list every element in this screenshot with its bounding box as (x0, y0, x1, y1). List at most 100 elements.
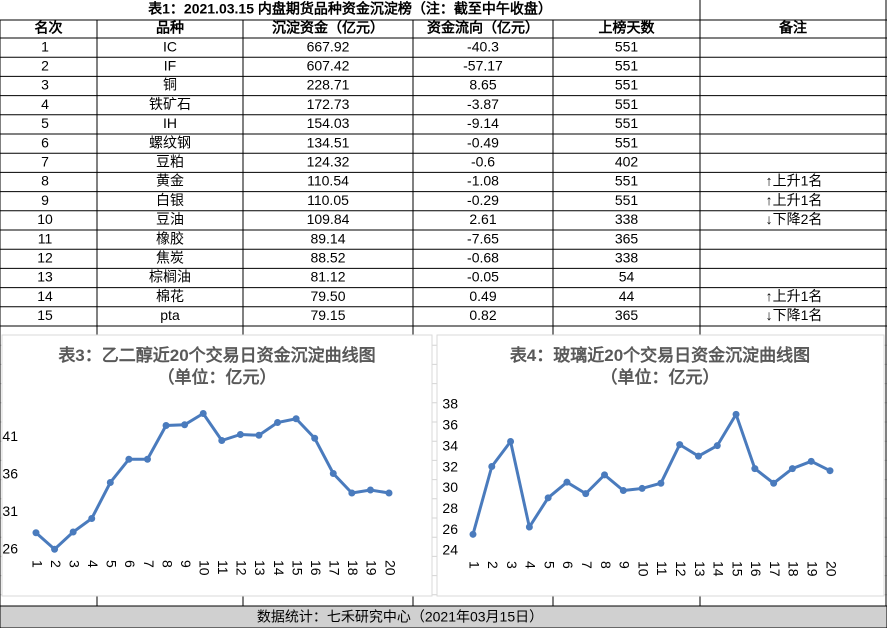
table-cell: 551 (615, 77, 639, 93)
table-cell: 79.50 (310, 288, 345, 304)
table-cell: 13 (37, 269, 53, 285)
y-tick-label: 26 (2, 541, 18, 557)
point (106, 479, 114, 486)
point (601, 471, 609, 479)
point (544, 494, 552, 502)
point (676, 441, 684, 449)
point (88, 515, 96, 522)
header-cell: 沉淀资金（亿元） (272, 20, 384, 36)
table-cell: -1.08 (467, 173, 499, 189)
y-tick-label: 28 (442, 500, 458, 516)
table-cell: 338 (615, 211, 639, 227)
table-cell: 豆油 (156, 211, 184, 227)
point (125, 455, 133, 463)
table-cell: 79.15 (310, 307, 345, 323)
point (292, 415, 300, 423)
table-cell: -0.68 (467, 250, 499, 266)
x-tick-label: 13 (252, 560, 268, 576)
table-cell: -9.14 (467, 115, 499, 131)
table-cell: 豆粕 (156, 154, 184, 170)
point (770, 479, 778, 487)
table-cell: 铜 (163, 77, 177, 93)
table-cell: IH (163, 115, 177, 131)
point (488, 463, 496, 471)
table-cell: 9 (41, 192, 49, 208)
table-cell: 551 (615, 173, 639, 189)
x-tick-label: 15 (729, 561, 745, 577)
point (348, 489, 356, 497)
x-tick-label: 17 (327, 560, 343, 576)
x-tick-label: 5 (104, 560, 120, 568)
table-cell: 551 (615, 115, 639, 131)
table-cell: 铁矿石 (149, 96, 191, 112)
x-tick-label: 18 (345, 560, 361, 576)
point (525, 523, 533, 531)
x-tick-label: 18 (786, 561, 802, 577)
point (638, 484, 646, 492)
table-cell: 0.49 (469, 288, 496, 304)
header-cell: 品种 (156, 20, 184, 36)
point (713, 442, 721, 450)
x-tick-label: 7 (579, 561, 595, 569)
x-tick-label: 1 (29, 560, 45, 568)
table-cell: -3.87 (467, 96, 499, 112)
table-cell: 88.52 (310, 250, 345, 266)
x-tick-label: 2 (48, 560, 64, 568)
table-cell: 棕榈油 (149, 269, 191, 285)
table-cell: ↓下降2名 (766, 211, 823, 227)
y-tick-label: 24 (442, 542, 458, 558)
point (788, 465, 796, 473)
header-cell: 备注 (778, 20, 807, 36)
point (582, 490, 590, 498)
point (236, 431, 244, 438)
x-tick-label: 16 (748, 561, 764, 577)
x-tick-label: 11 (654, 561, 670, 576)
table-cell: IF (164, 58, 176, 74)
x-tick-label: 8 (159, 560, 175, 568)
x-tick-label: 4 (85, 560, 101, 568)
point (694, 452, 702, 460)
table-cell: 8.65 (469, 77, 496, 93)
footer: 数据统计：七禾研究中心（2021年03月15日） (257, 609, 543, 625)
header-cell: 资金流向（亿元） (427, 20, 539, 36)
table-cell: 15 (37, 307, 53, 323)
x-tick-label: 20 (823, 561, 839, 577)
point (311, 434, 319, 442)
point (826, 467, 834, 475)
point (469, 530, 477, 538)
x-tick-label: 14 (711, 561, 727, 577)
table-cell: 0.82 (469, 307, 496, 323)
point (199, 410, 207, 417)
table-cell: 154.03 (307, 115, 350, 131)
table-cell: 6 (41, 134, 49, 150)
point (751, 465, 759, 473)
table-cell: 667.92 (307, 38, 350, 54)
table-cell: 7 (41, 154, 49, 170)
point (366, 486, 374, 494)
point (385, 489, 393, 497)
table-title: 表1：2021.03.15 内盘期货品种资金沉淀榜（注：截至中午收盘） (147, 1, 552, 17)
x-tick-label: 19 (805, 561, 821, 577)
table-cell: -0.49 (467, 134, 499, 150)
table-cell: 365 (615, 307, 639, 323)
point (807, 457, 815, 465)
x-tick-label: 12 (234, 560, 250, 576)
header-cell: 名次 (35, 20, 63, 36)
point (563, 478, 571, 486)
table-cell: 4 (41, 96, 49, 112)
table-cell: ↑上升1名 (766, 192, 823, 208)
x-tick-label: 10 (197, 560, 213, 576)
table-cell: 8 (41, 173, 49, 189)
table-cell: 338 (615, 250, 639, 266)
table-cell: 黄金 (156, 173, 184, 189)
x-tick-label: 17 (767, 561, 783, 577)
table-cell: 54 (619, 269, 635, 285)
chart-area (436, 334, 885, 597)
table-cell: ↑上升1名 (766, 288, 823, 304)
point (732, 410, 740, 418)
table-cell: 白银 (156, 192, 184, 208)
chart-title: 表3：乙二醇近20个交易日资金沉淀曲线图（单位：亿元） (58, 346, 376, 387)
table-cell: 1 (41, 38, 49, 54)
y-tick-label: 38 (442, 396, 458, 412)
